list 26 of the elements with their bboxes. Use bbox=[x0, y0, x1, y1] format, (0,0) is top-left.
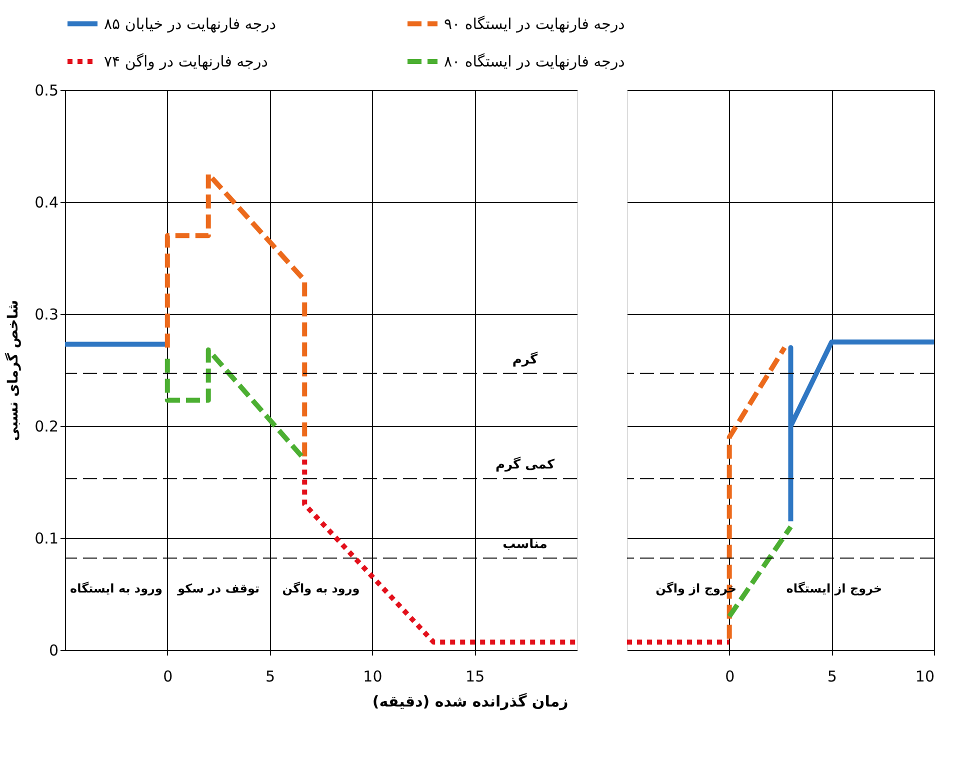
ref-line-label: مناسب bbox=[502, 537, 548, 552]
annotation: ورود به واگن bbox=[282, 581, 360, 596]
y-tick-label: 0.3 bbox=[34, 306, 58, 324]
x-tick-label: 10 bbox=[915, 668, 934, 686]
legend-label: ۸۰ درجه فارنهایت در ایستگاه bbox=[444, 52, 625, 70]
y-tick-label: 0.2 bbox=[34, 418, 58, 436]
legend-label: ۸۵ درجه فارنهایت در خیابان bbox=[104, 14, 276, 33]
ref-line-label: کمی گرم bbox=[495, 456, 555, 473]
annotation: خروج از ایستگاه bbox=[786, 581, 882, 596]
x-tick-label: 10 bbox=[363, 668, 382, 686]
y-tick-label: 0.4 bbox=[34, 194, 58, 212]
y-axis-title: شاخص گرمای نسبی bbox=[4, 300, 22, 441]
annotation: توقف در سکو bbox=[176, 581, 260, 596]
x-tick-label: 0 bbox=[725, 668, 735, 686]
x-tick-label: 5 bbox=[266, 668, 276, 686]
x-tick-label: 0 bbox=[163, 668, 173, 686]
y-tick-label: 0 bbox=[48, 642, 58, 660]
y-tick-label: 0.5 bbox=[34, 82, 58, 100]
annotation: ورود به ایستگاه bbox=[70, 581, 162, 596]
x-tick-label: 5 bbox=[827, 668, 837, 686]
legend-label: ۹۰ درجه فارنهایت در ایستگاه bbox=[444, 14, 625, 33]
legend-label: ۷۴ درجه فارنهایت در واگن bbox=[104, 52, 268, 70]
x-axis-title: زمان گذرانده شده (دقیقه) bbox=[372, 692, 568, 710]
x-tick-label: 15 bbox=[466, 668, 485, 686]
ref-line-label: گرم bbox=[512, 351, 538, 368]
y-tick-label: 0.1 bbox=[34, 530, 58, 548]
